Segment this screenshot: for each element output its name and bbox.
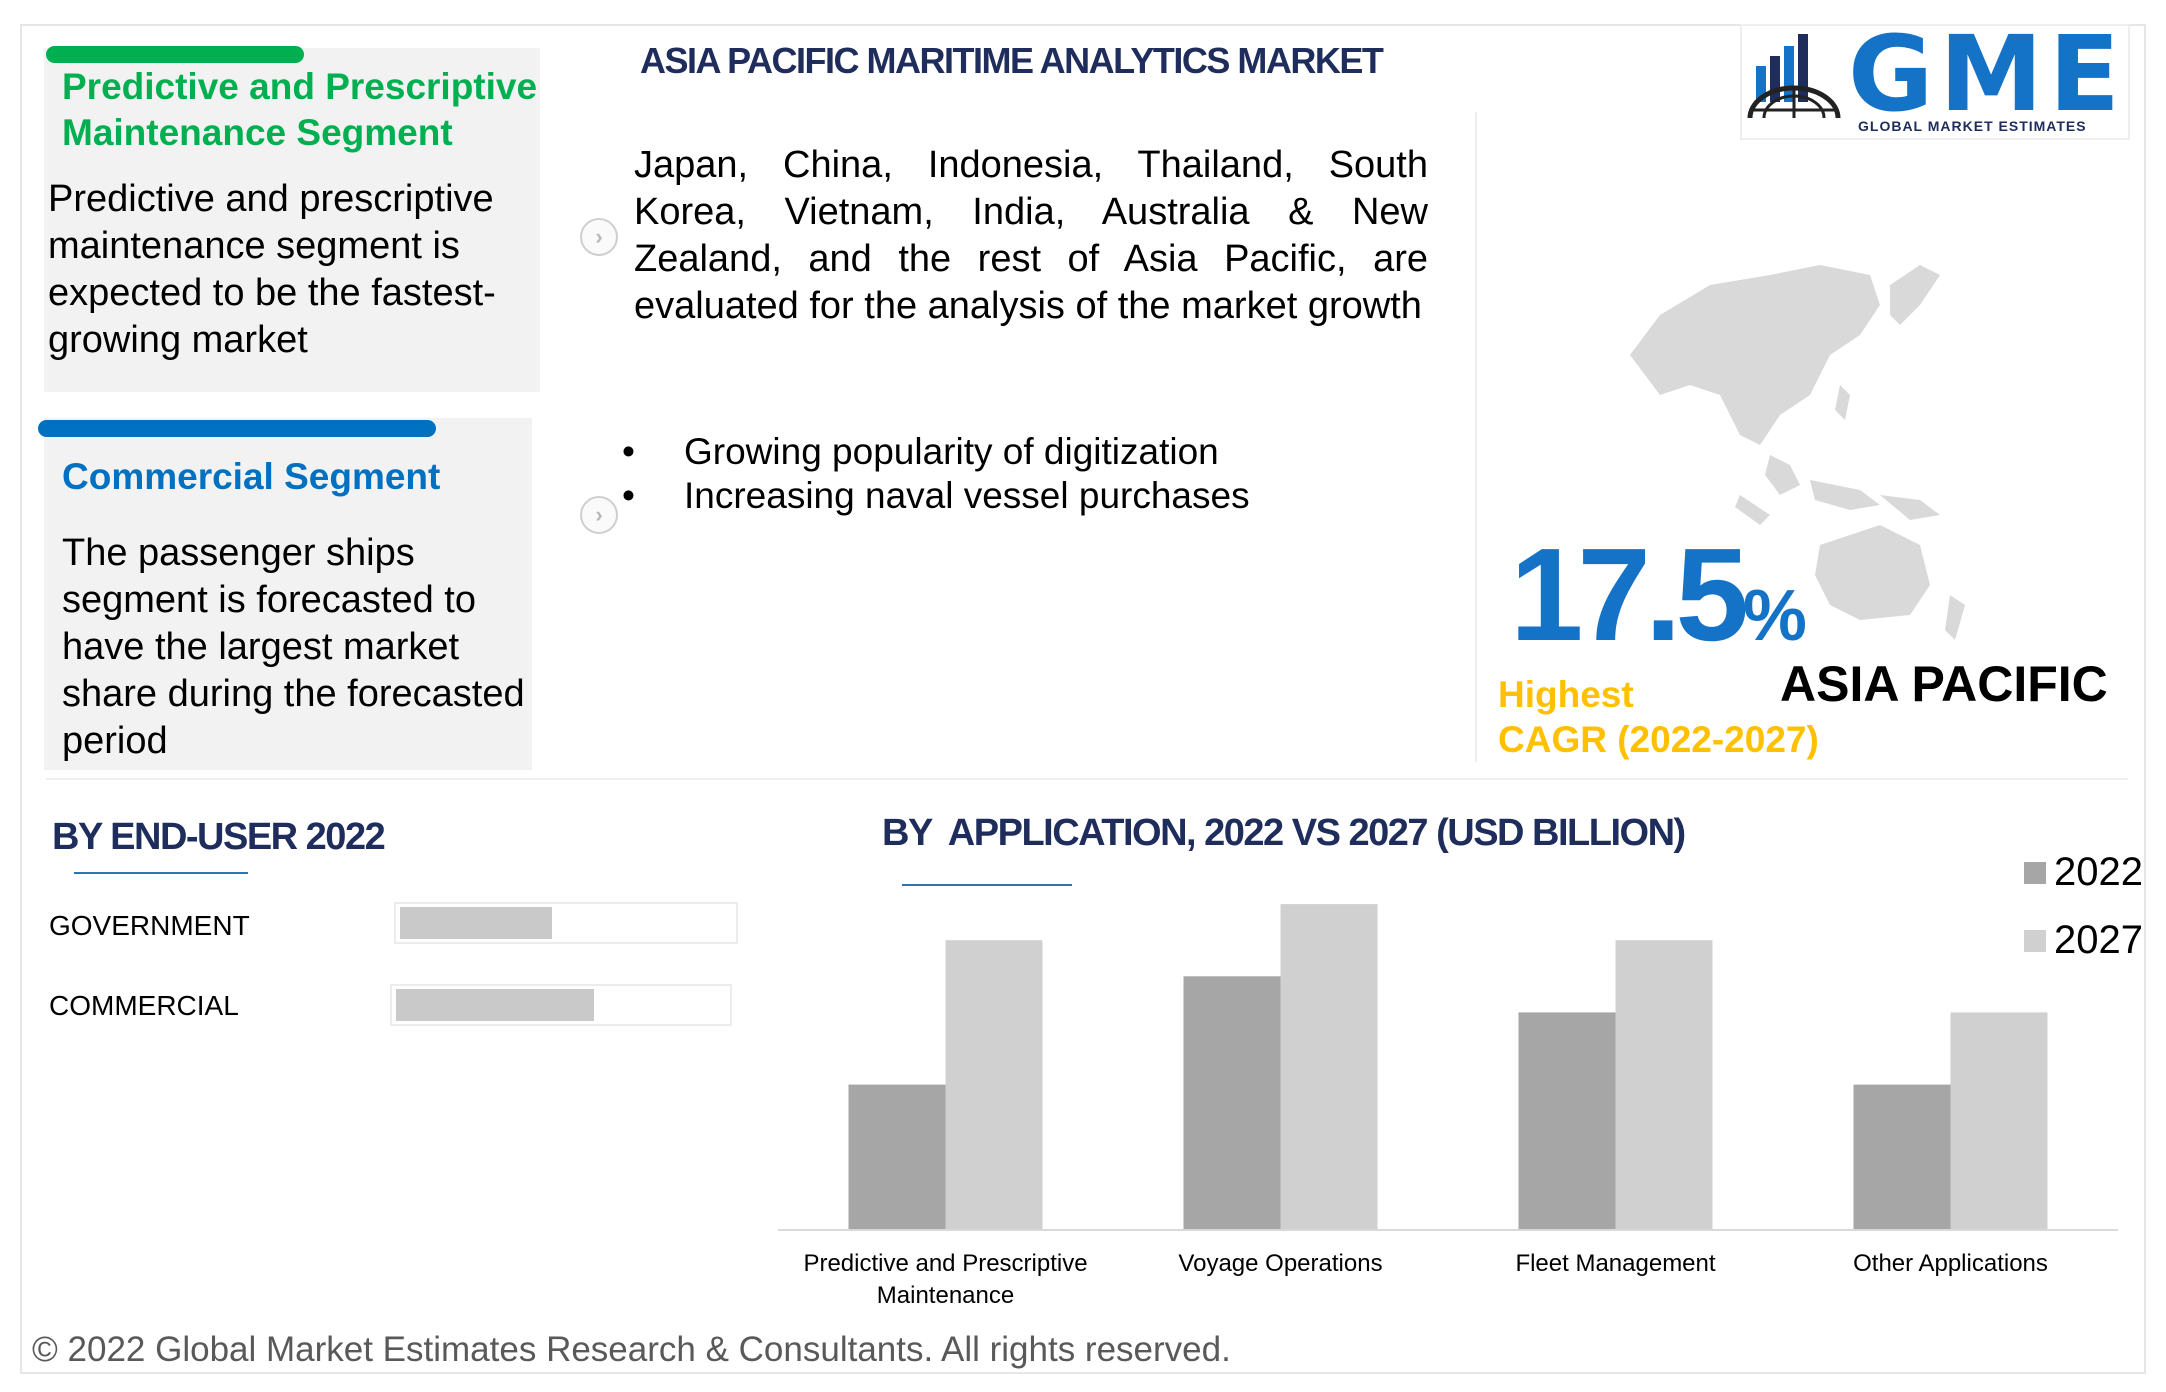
horizontal-divider: [46, 778, 2128, 780]
analysis-paragraph: Japan, China, Indonesia, Thailand, South…: [634, 144, 1428, 327]
commercial-card-title: Commercial Segment: [62, 456, 441, 497]
predictive-card: [44, 48, 540, 392]
driver-bullets: • Growing popularity of digitization • I…: [620, 430, 1250, 518]
category-label: Fleet Management: [1515, 1250, 1715, 1277]
chevron-right-icon: ›: [580, 496, 618, 534]
cagr-label: Highest CAGR (2022-2027): [1498, 672, 1819, 762]
bar-2027-1: [1280, 904, 1378, 1229]
category-label: Voyage Operations: [1178, 1250, 1382, 1277]
infographic-frame: [20, 24, 2146, 1374]
bar-2027-3: [1950, 1012, 2048, 1229]
end-user-bar-government: [400, 907, 552, 939]
legend-label-2027: 2027: [2054, 918, 2143, 962]
chart-title: BY APPLICATION, 2022 VS 2027 (USD BILLIO…: [882, 812, 1686, 854]
end-user-label-commercial: COMMERCIAL: [49, 990, 239, 1021]
bullet-text: Increasing naval vessel purchases: [684, 475, 1250, 516]
bullet-item: • Growing popularity of digitization: [620, 430, 1250, 474]
commercial-card: [44, 418, 532, 770]
chart-title-underline: [902, 884, 1072, 886]
asia-pacific-map: [1630, 265, 1965, 640]
bullet-item: • Increasing naval vessel purchases: [620, 474, 1250, 518]
cagr-value: 17.5%: [1510, 529, 1807, 681]
cagr-label-line1: Highest: [1498, 674, 1634, 715]
bar-2022-0: [848, 1084, 946, 1229]
predictive-card-title-line1: Predictive and Prescriptive: [62, 66, 538, 107]
end-user-bar-commercial: [396, 989, 594, 1021]
category-label: Other Applications: [1853, 1250, 2048, 1277]
end-user-bar-track-commercial: [390, 984, 732, 1026]
end-user-title-underline: [74, 872, 248, 874]
bullet-dot: •: [622, 475, 635, 516]
category-label: Predictive and Prescriptive Maintenance: [803, 1250, 1087, 1309]
bar-2022-1: [1183, 976, 1281, 1229]
predictive-card-title: Predictive and Prescriptive Maintenance …: [62, 64, 537, 156]
cagr-number: 17.5: [1510, 521, 1749, 668]
chevron-right-icon: ›: [580, 218, 618, 256]
predictive-card-accent-bar: [46, 46, 304, 63]
legend-swatch-2022: [2024, 861, 2046, 884]
bar-2027-2: [1615, 940, 1713, 1229]
bar-2022-3: [1853, 1084, 1951, 1229]
cagr-label-line2: CAGR (2022-2027): [1498, 719, 1819, 760]
bar-2027-0: [945, 940, 1043, 1229]
bullet-dot: •: [622, 431, 635, 472]
end-user-label-government: GOVERNMENT: [49, 910, 250, 941]
logo-text: GME: [1848, 13, 2126, 135]
copyright-footer: © 2022 Global Market Estimates Research …: [32, 1330, 1231, 1369]
predictive-card-body: Predictive and prescriptive maintenance …: [48, 178, 496, 361]
legend-item-2022: 2022: [2024, 850, 2143, 895]
bullet-text: Growing popularity of digitization: [684, 431, 1219, 472]
predictive-card-title-line2: Maintenance Segment: [62, 112, 453, 153]
commercial-card-accent-bar: [38, 420, 436, 437]
end-user-bar-track-government: [394, 902, 738, 944]
legend-item-2027: 2027: [2024, 918, 2143, 963]
logo-subtext: GLOBAL MARKET ESTIMATES: [1858, 118, 2087, 134]
cagr-percent-sign: %: [1742, 576, 1807, 656]
page-title: ASIA PACIFIC MARITIME ANALYTICS MARKET: [640, 40, 1384, 81]
globe-icon: [1747, 34, 1841, 119]
legend-label-2022: 2022: [2054, 850, 2143, 894]
region-name: ASIA PACIFIC: [1780, 656, 2108, 712]
bar-2022-2: [1518, 1012, 1616, 1229]
gme-logo: GME GLOBAL MARKET ESTIMATES: [1740, 13, 2130, 140]
commercial-card-body: The passenger ships segment is forecaste…: [62, 532, 525, 762]
vertical-divider: [1475, 112, 1477, 762]
legend-swatch-2027: [2024, 929, 2046, 952]
end-user-title: BY END-USER 2022: [52, 816, 386, 858]
